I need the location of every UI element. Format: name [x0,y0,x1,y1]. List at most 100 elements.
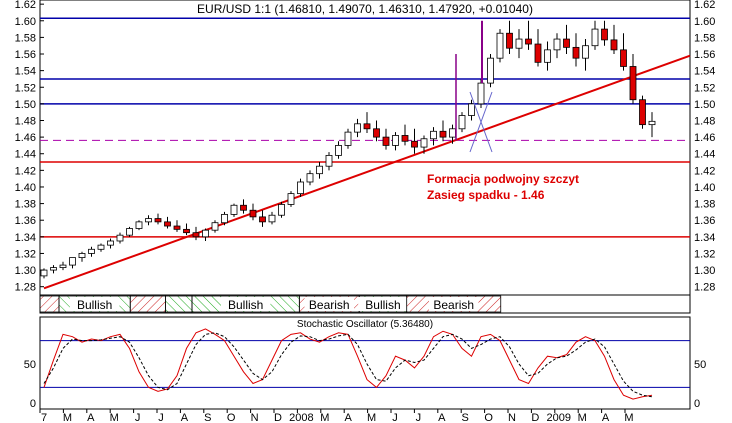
trend-band-label: Bearish [309,298,350,312]
candle-body [335,145,342,156]
x-tick-label: M [320,412,329,423]
candle-body [259,216,266,223]
candle-body [468,103,475,116]
y-tick-label-right: 1.58 [694,32,715,44]
y-tick-label-right: 1.60 [694,16,715,28]
x-tick-label: M [110,412,119,423]
stochastic-d-line [43,332,653,398]
x-tick-label: M [624,412,633,423]
y-tick-label-left: 1.48 [15,115,36,127]
candle-body [97,244,105,250]
candle-body [78,253,86,259]
candle-body [287,193,295,205]
trend-band-segment [39,295,60,313]
trend-band-label-bg [220,297,271,311]
candle-body [221,213,228,224]
x-tick-label: 7 [41,412,47,423]
trend-band-label: Bullish [365,298,400,312]
x-tick-label: S [204,412,211,423]
trend-bands: Bullish Bullish Bearish Bullish Bearish [39,295,502,313]
y-tick-label-right: 1.46 [694,132,715,144]
y-tick-label-right: 1.28 [694,282,715,294]
x-tick-label: M [578,412,587,423]
chart-title: EUR/USD 1:1 (1.46810, 1.49070, 1.46310, … [197,2,533,16]
y-tick-label-left: 1.58 [15,32,36,44]
y-tick-label-left: 1.50 [15,99,36,111]
y-tick-label-right: 1.40 [694,182,715,194]
x-tick-label: A [181,412,189,423]
x-tick-label: M [63,412,72,423]
y-tick-label-right: 1.34 [694,232,715,244]
candle-body [373,128,380,138]
candle-body [344,131,352,146]
trendline-segment [43,54,691,290]
y-tick-label-right: 1.56 [694,49,715,61]
candle-body [639,99,646,126]
candle-body [544,49,551,63]
x-tick-label: M [367,412,376,423]
trend-band-label-bg [69,297,120,311]
candle-body [88,248,95,254]
candle-body [458,115,466,130]
candle-body [325,154,333,167]
candle-body [563,38,570,48]
x-tick-label: 2009 [547,412,571,423]
y-tick-label-right: 1.54 [694,66,715,78]
candle-body [382,136,390,146]
candle-body [591,28,599,47]
candle-body [154,218,162,223]
candle-body [297,181,304,195]
trend-band-label: Bullish [228,298,263,312]
oscillator-tick-right: 50 [694,359,706,371]
x-tick-label: O [227,412,236,423]
x-tick-label: A [87,412,95,423]
y-tick-label-right: 1.30 [694,265,715,277]
y-tick-label-right: 1.32 [694,248,715,260]
trendline [43,54,691,290]
candle-body [40,269,48,277]
candle-body [50,267,57,271]
annotation-line-2: Zasieg spadku - 1.46 [427,188,545,202]
candle-body [582,45,589,59]
candle-body [411,140,418,148]
y-tick-label-left: 1.28 [15,282,36,294]
y-tick-label-right: 1.62 [694,0,715,11]
pattern-x-mark [469,91,493,153]
candle-body [240,204,247,211]
candle-body [59,264,67,268]
candle-body [107,240,114,246]
candle-body [496,32,504,59]
candle-body [211,222,219,231]
candle-body [69,257,76,266]
candle-body [477,82,485,105]
x-tick-label: J [416,412,422,423]
y-tick-label-right: 1.50 [694,99,715,111]
candle-body [306,173,314,183]
y-tick-label-left: 1.30 [15,265,36,277]
y-tick-label-left: 1.32 [15,248,36,260]
y-tick-label-left: 1.34 [15,232,36,244]
candle-body [449,128,456,138]
candle-body [553,38,561,51]
trend-band-segment [164,295,193,313]
candle-body [192,232,200,238]
candle-body [572,46,580,59]
candle-body [278,204,285,216]
y-tick-label-left: 1.42 [15,165,36,177]
y-tick-label-left: 1.44 [15,149,36,161]
y-tick-label-right: 1.36 [694,215,715,227]
candle-body [116,234,124,242]
candle-body [164,221,171,227]
price-panel-frame [39,0,691,296]
candle-body [316,165,323,175]
y-tick-label-right: 1.42 [694,165,715,177]
candle-body [534,43,542,63]
oscillator-tick-left: 0 [30,398,36,410]
candle-body [629,66,637,101]
candle-body [230,204,238,215]
y-tick-label-right: 1.52 [694,82,715,94]
candle-body [183,228,190,234]
candle-body [135,221,143,229]
trend-band-segment [129,295,166,313]
x-tick-label: A [602,412,610,423]
